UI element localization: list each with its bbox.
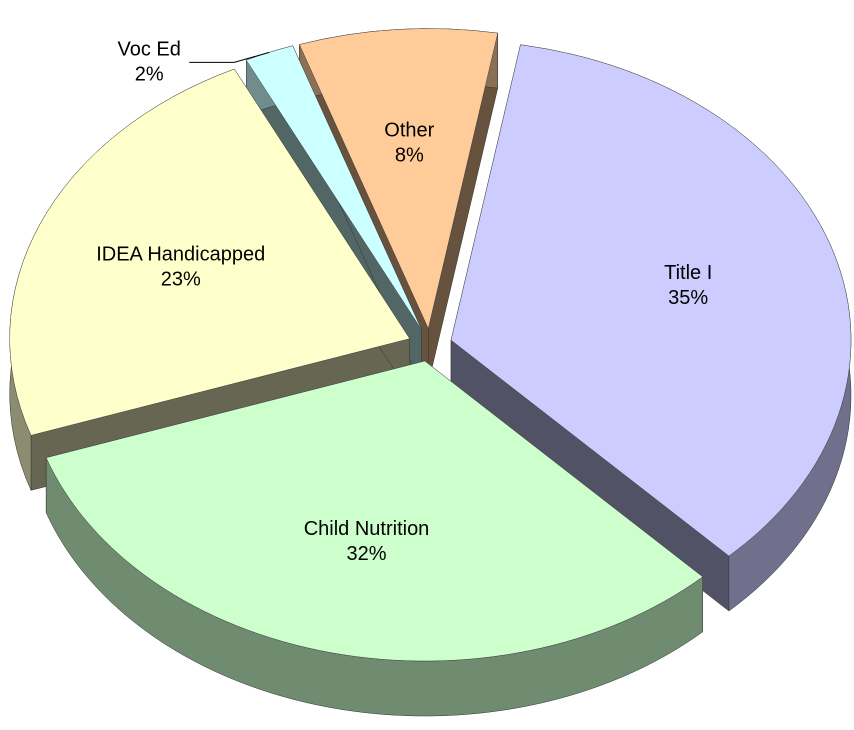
pie-slice	[299, 28, 499, 330]
pie-slice	[450, 44, 852, 557]
slice-value-label: 2%	[135, 64, 164, 86]
slice-value-label: 8%	[395, 144, 424, 166]
pie-slice	[45, 360, 704, 662]
slice-label: Child Nutrition	[304, 518, 430, 540]
slice-value-label: 23%	[161, 268, 201, 290]
slice-label: IDEA Handicapped	[96, 243, 265, 265]
slice-value-label: 35%	[668, 287, 708, 309]
leader-line	[189, 51, 270, 63]
slice-tops	[9, 28, 852, 662]
pie-slice	[9, 68, 411, 436]
labels: Title I 35% Child Nutrition 32% IDEA Handica…	[96, 39, 712, 565]
slice-label: Title I	[664, 262, 712, 284]
slice-value-label: 32%	[346, 543, 386, 565]
slice-label: Other	[384, 119, 434, 141]
slice-label: Voc Ed	[117, 39, 180, 61]
